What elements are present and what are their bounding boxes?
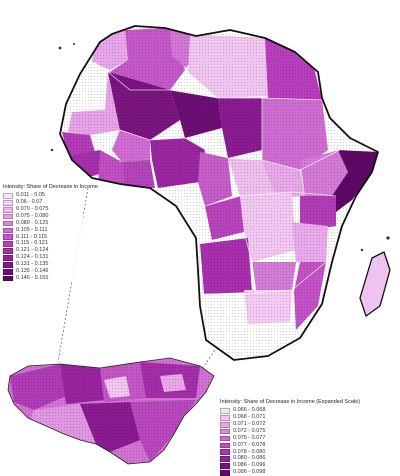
- legend-swatch: [3, 221, 13, 227]
- legend-item: 0.146 - 0.155: [3, 275, 83, 282]
- legend-item: 0.105 - 0.111: [3, 227, 83, 234]
- legend-swatch: [3, 241, 13, 247]
- legend-label: 0.080 - 0.086: [233, 456, 265, 462]
- legend-label: 0.115 - 0.121: [16, 241, 48, 247]
- legend-label: 0.078 - 0.080: [233, 450, 265, 456]
- legend-label: 0.068 - 0.071: [233, 415, 265, 421]
- legend-label: 0.070 - 0.075: [16, 207, 48, 213]
- west-africa-inset: [5, 355, 220, 470]
- legend-label: 0.146 - 0.155: [16, 276, 48, 282]
- island: [386, 236, 389, 239]
- legend-swatch: [3, 276, 13, 282]
- legend-swatch: [3, 214, 13, 220]
- legend-swatch: [220, 449, 230, 455]
- legend-item: 0.075 - 0.077: [220, 435, 380, 442]
- legend-swatch: [3, 255, 13, 261]
- legend-swatch: [220, 422, 230, 428]
- island: [51, 149, 53, 151]
- legend-label: 0.121 - 0.124: [16, 248, 48, 254]
- legend-label: 0.131 - 0.135: [16, 262, 48, 268]
- legend-swatch: [220, 463, 230, 469]
- legend-label: 0.066 - 0.068: [233, 408, 265, 414]
- legend-swatch: [3, 262, 13, 268]
- legend-inset-title: Intensity: Share of Decrease in Income (…: [220, 400, 380, 406]
- legend-swatch: [3, 200, 13, 206]
- legend-swatch: [3, 207, 13, 213]
- legend-swatch: [3, 269, 13, 275]
- legend-swatch: [220, 415, 230, 421]
- legend-swatch: [3, 228, 13, 234]
- legend-swatch: [220, 408, 230, 414]
- island: [59, 47, 62, 50]
- legend-swatch: [220, 436, 230, 442]
- legend-label: 0.135 - 0.146: [16, 269, 48, 275]
- legend-inset: Intensity: Share of Decrease in Income (…: [220, 400, 380, 476]
- stipple-overlay: [50, 20, 390, 370]
- legend-label: 0.011 - 0.05: [16, 193, 45, 199]
- legend-swatch: [3, 234, 13, 240]
- island: [361, 249, 363, 251]
- island: [73, 43, 75, 45]
- legend-label: 0.071 - 0.072: [233, 422, 265, 428]
- legend-swatch: [220, 429, 230, 435]
- legend-label: 0.111 - 0.115: [16, 235, 47, 241]
- legend-label: 0.072 - 0.075: [233, 429, 265, 435]
- legend-swatch: [220, 443, 230, 449]
- legend-item: 0.080 - 0.125: [3, 220, 83, 227]
- legend-main-title: Intensity: Share of Decrease in Income: [3, 185, 83, 191]
- legend-item: 0.077 - 0.078: [220, 442, 380, 449]
- legend-item: 0.011 - 0.05: [3, 193, 83, 200]
- legend-label: 0.124 - 0.131: [16, 255, 48, 261]
- legend-swatch: [3, 193, 13, 199]
- legend-label: 0.086 - 0.096: [233, 463, 265, 469]
- legend-label: 0.105 - 0.111: [16, 228, 48, 234]
- legend-label: 0.075 - 0.077: [233, 436, 265, 442]
- africa-map: [50, 20, 390, 370]
- legend-label: 0.06 - 0.07: [16, 200, 42, 206]
- legend-main: Intensity: Share of Decrease in Income 0…: [3, 185, 83, 282]
- legend-label: 0.077 - 0.078: [233, 443, 265, 449]
- legend-swatch: [3, 248, 13, 254]
- legend-swatch: [220, 456, 230, 462]
- legend-label: 0.075 - 0.080: [16, 214, 48, 220]
- legend-label: 0.080 - 0.125: [16, 221, 48, 227]
